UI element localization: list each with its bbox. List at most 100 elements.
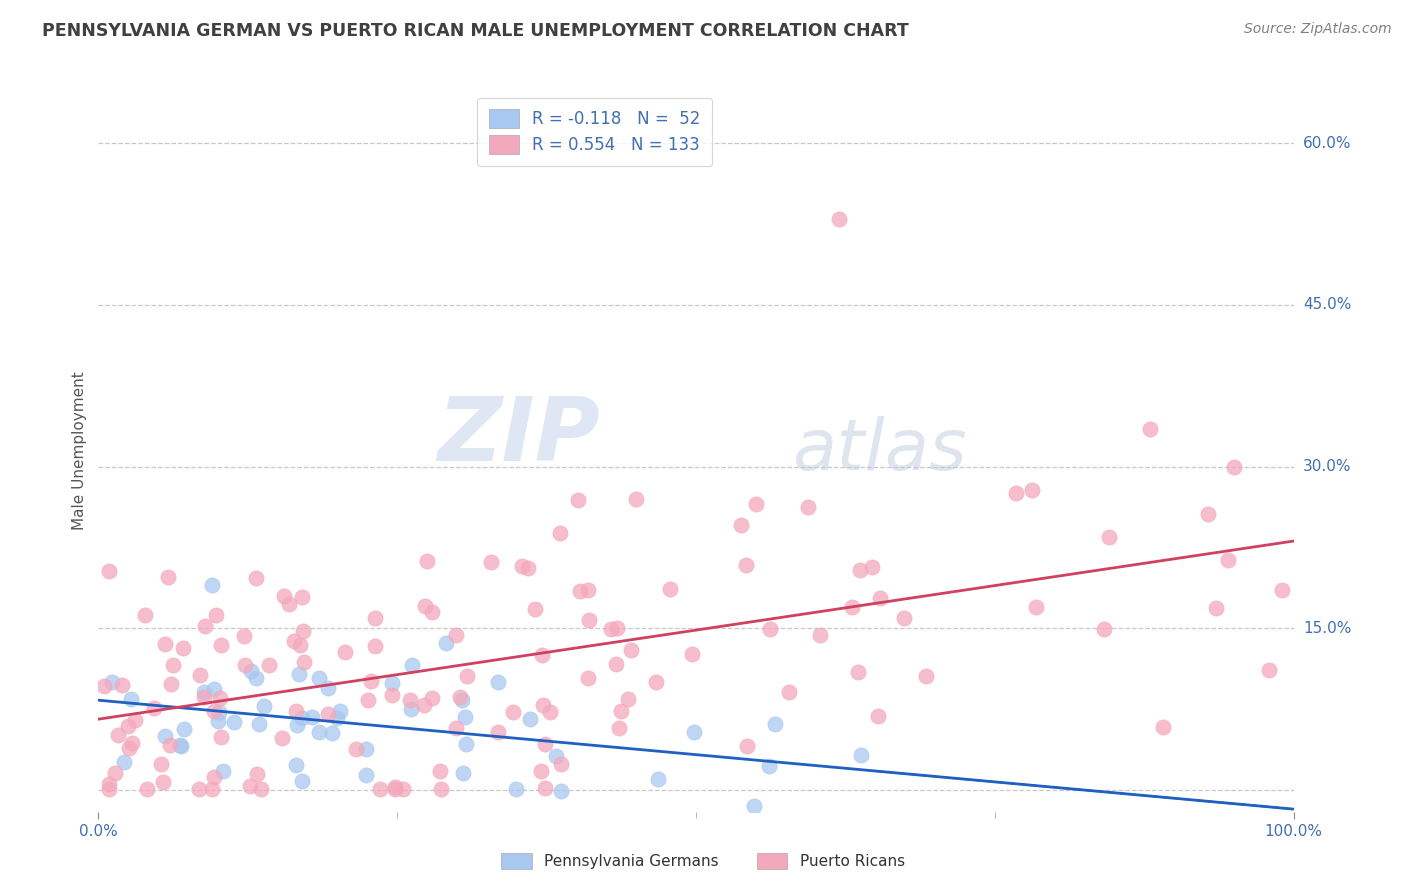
Point [620, 642, 643, 657]
Point [308, 671, 330, 685]
Point [519, 712, 541, 726]
Text: ZIP: ZIP [437, 392, 600, 480]
Point [284, 704, 307, 718]
Point [828, 211, 851, 226]
Point [451, 692, 474, 706]
Point [357, 693, 380, 707]
Point [308, 724, 330, 739]
Point [193, 685, 215, 699]
Point [364, 639, 387, 653]
Point [172, 641, 194, 656]
Point [599, 623, 621, 637]
Point [534, 781, 557, 796]
Point [257, 657, 280, 672]
Point [104, 765, 127, 780]
Point [245, 571, 267, 585]
Point [444, 627, 467, 641]
Point [681, 647, 703, 661]
Point [291, 711, 314, 725]
Point [415, 554, 437, 568]
Point [548, 526, 571, 541]
Point [333, 645, 356, 659]
Point [513, 834, 536, 848]
Point [413, 599, 436, 613]
Text: PENNSYLVANIA GERMAN VS PUERTO RICAN MALE UNEMPLOYMENT CORRELATION CHART: PENNSYLVANIA GERMAN VS PUERTO RICAN MALE… [42, 22, 908, 40]
Point [162, 658, 184, 673]
Point [156, 570, 179, 584]
Legend: Pennsylvania Germans, Puerto Ricans: Pennsylvania Germans, Puerto Ricans [495, 847, 911, 875]
Point [851, 748, 873, 763]
Point [647, 772, 669, 786]
Point [202, 704, 225, 718]
Point [846, 665, 869, 679]
Point [283, 634, 305, 648]
Point [222, 714, 245, 729]
Point [606, 621, 628, 635]
Point [808, 628, 831, 642]
Point [159, 738, 181, 752]
Point [735, 558, 758, 573]
Point [456, 669, 478, 683]
Point [413, 698, 436, 713]
Point [1218, 552, 1240, 566]
Point [517, 561, 540, 575]
Point [735, 739, 758, 753]
Point [759, 622, 782, 636]
Text: atlas: atlas [792, 416, 966, 485]
Point [288, 666, 311, 681]
Point [301, 710, 323, 724]
Point [531, 648, 554, 662]
Point [869, 591, 891, 606]
Point [271, 731, 294, 746]
Point [118, 741, 141, 756]
Point [245, 671, 267, 685]
Point [1025, 599, 1047, 614]
Point [152, 775, 174, 789]
Point [1139, 422, 1161, 436]
Point [205, 608, 228, 623]
Point [153, 637, 176, 651]
Point [247, 717, 270, 731]
Y-axis label: Male Unemployment: Male Unemployment [72, 371, 87, 530]
Point [893, 611, 915, 625]
Point [429, 764, 451, 778]
Point [550, 757, 572, 772]
Point [170, 739, 193, 753]
Point [368, 782, 391, 797]
Text: 60.0%: 60.0% [1303, 136, 1351, 151]
Point [93, 680, 115, 694]
Point [578, 613, 600, 627]
Point [391, 782, 413, 797]
Point [173, 723, 195, 737]
Point [193, 690, 215, 705]
Point [434, 636, 457, 650]
Point [1152, 720, 1174, 734]
Point [253, 699, 276, 714]
Point [730, 517, 752, 532]
Point [568, 584, 591, 599]
Point [381, 676, 404, 690]
Point [232, 629, 254, 643]
Point [291, 773, 314, 788]
Point [742, 799, 765, 814]
Point [523, 602, 546, 616]
Text: 30.0%: 30.0% [1303, 459, 1351, 475]
Point [449, 690, 471, 705]
Point [1092, 622, 1115, 636]
Point [202, 682, 225, 697]
Point [610, 704, 633, 718]
Point [316, 681, 339, 696]
Point [1271, 582, 1294, 597]
Point [530, 764, 553, 778]
Point [318, 706, 340, 721]
Point [1005, 486, 1028, 500]
Point [356, 768, 378, 782]
Point [117, 719, 139, 733]
Point [239, 779, 262, 793]
Point [607, 721, 630, 735]
Point [1197, 507, 1219, 521]
Point [209, 690, 232, 705]
Point [240, 665, 263, 679]
Point [284, 757, 307, 772]
Point [505, 781, 527, 796]
